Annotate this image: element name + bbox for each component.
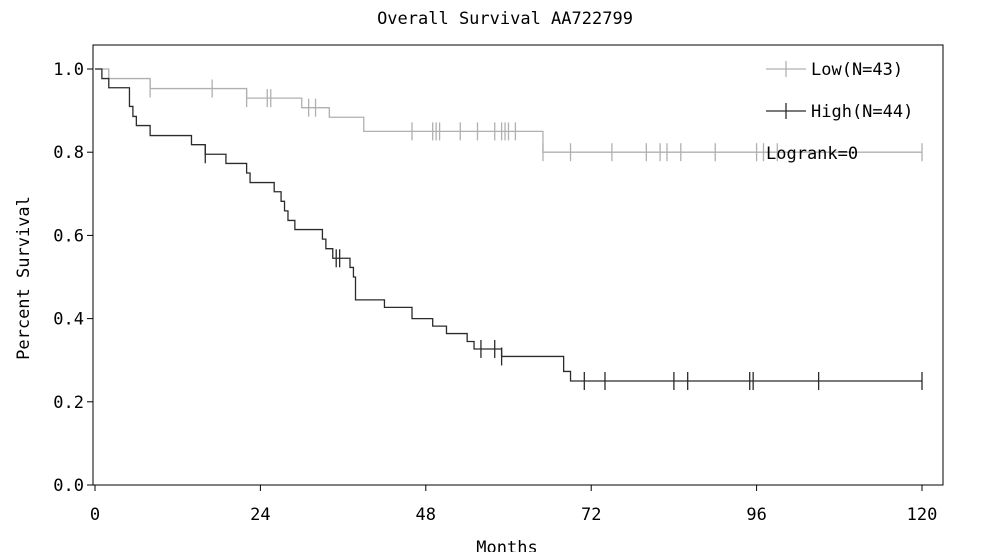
- y-tick-label: 0.0: [53, 476, 84, 496]
- x-tick-label: 72: [581, 505, 601, 525]
- legend-low-label: Low(N=43): [811, 60, 903, 80]
- series-high: [95, 68, 923, 390]
- x-tick-label: 24: [250, 505, 270, 525]
- y-tick-label: 1.0: [53, 60, 84, 80]
- legend: Low(N=43) High(N=44) Logrank=0: [766, 60, 913, 164]
- chart-title: Overall Survival AA722799: [377, 9, 633, 29]
- x-tick-label: 48: [416, 505, 436, 525]
- y-tick-label: 0.6: [53, 226, 84, 246]
- y-tick-label: 0.2: [53, 393, 84, 413]
- x-tick-label: 0: [90, 505, 100, 525]
- legend-high-label: High(N=44): [811, 102, 913, 122]
- y-tick-label: 0.8: [53, 143, 84, 163]
- y-axis: 0.0 0.2 0.4 0.6 0.8 1.0: [53, 60, 93, 496]
- x-tick-label: 120: [907, 505, 938, 525]
- series-layer: [95, 68, 923, 390]
- x-axis-title: Months: [476, 538, 537, 552]
- plot-frame: [92, 44, 944, 486]
- x-tick-label: 96: [746, 505, 766, 525]
- x-axis: 0 24 48 72 96 120: [90, 485, 937, 525]
- y-axis-title: Percent Survival: [14, 196, 34, 360]
- logrank-annotation: Logrank=0: [766, 144, 858, 164]
- series-low: [95, 68, 923, 162]
- survival-curve-high: [95, 68, 922, 382]
- survival-curve-low: [95, 68, 922, 153]
- y-tick-label: 0.4: [53, 310, 84, 330]
